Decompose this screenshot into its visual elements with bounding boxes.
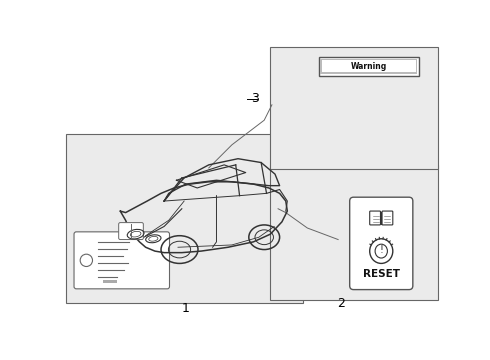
Text: 3: 3	[251, 92, 259, 105]
Text: !: !	[379, 245, 383, 255]
FancyBboxPatch shape	[370, 211, 381, 225]
FancyBboxPatch shape	[382, 211, 393, 225]
Bar	[270, 165, 438, 300]
Bar	[66, 134, 303, 303]
FancyBboxPatch shape	[119, 222, 143, 239]
Bar	[319, 57, 419, 76]
Text: RESET: RESET	[363, 269, 400, 279]
Bar	[270, 47, 438, 169]
Text: 1: 1	[182, 302, 190, 315]
FancyBboxPatch shape	[350, 197, 413, 289]
Bar	[320, 59, 417, 74]
Bar	[103, 280, 117, 283]
Bar	[322, 60, 416, 72]
FancyBboxPatch shape	[74, 232, 170, 289]
Text: Warning: Warning	[351, 62, 387, 71]
Text: 2: 2	[337, 297, 345, 310]
